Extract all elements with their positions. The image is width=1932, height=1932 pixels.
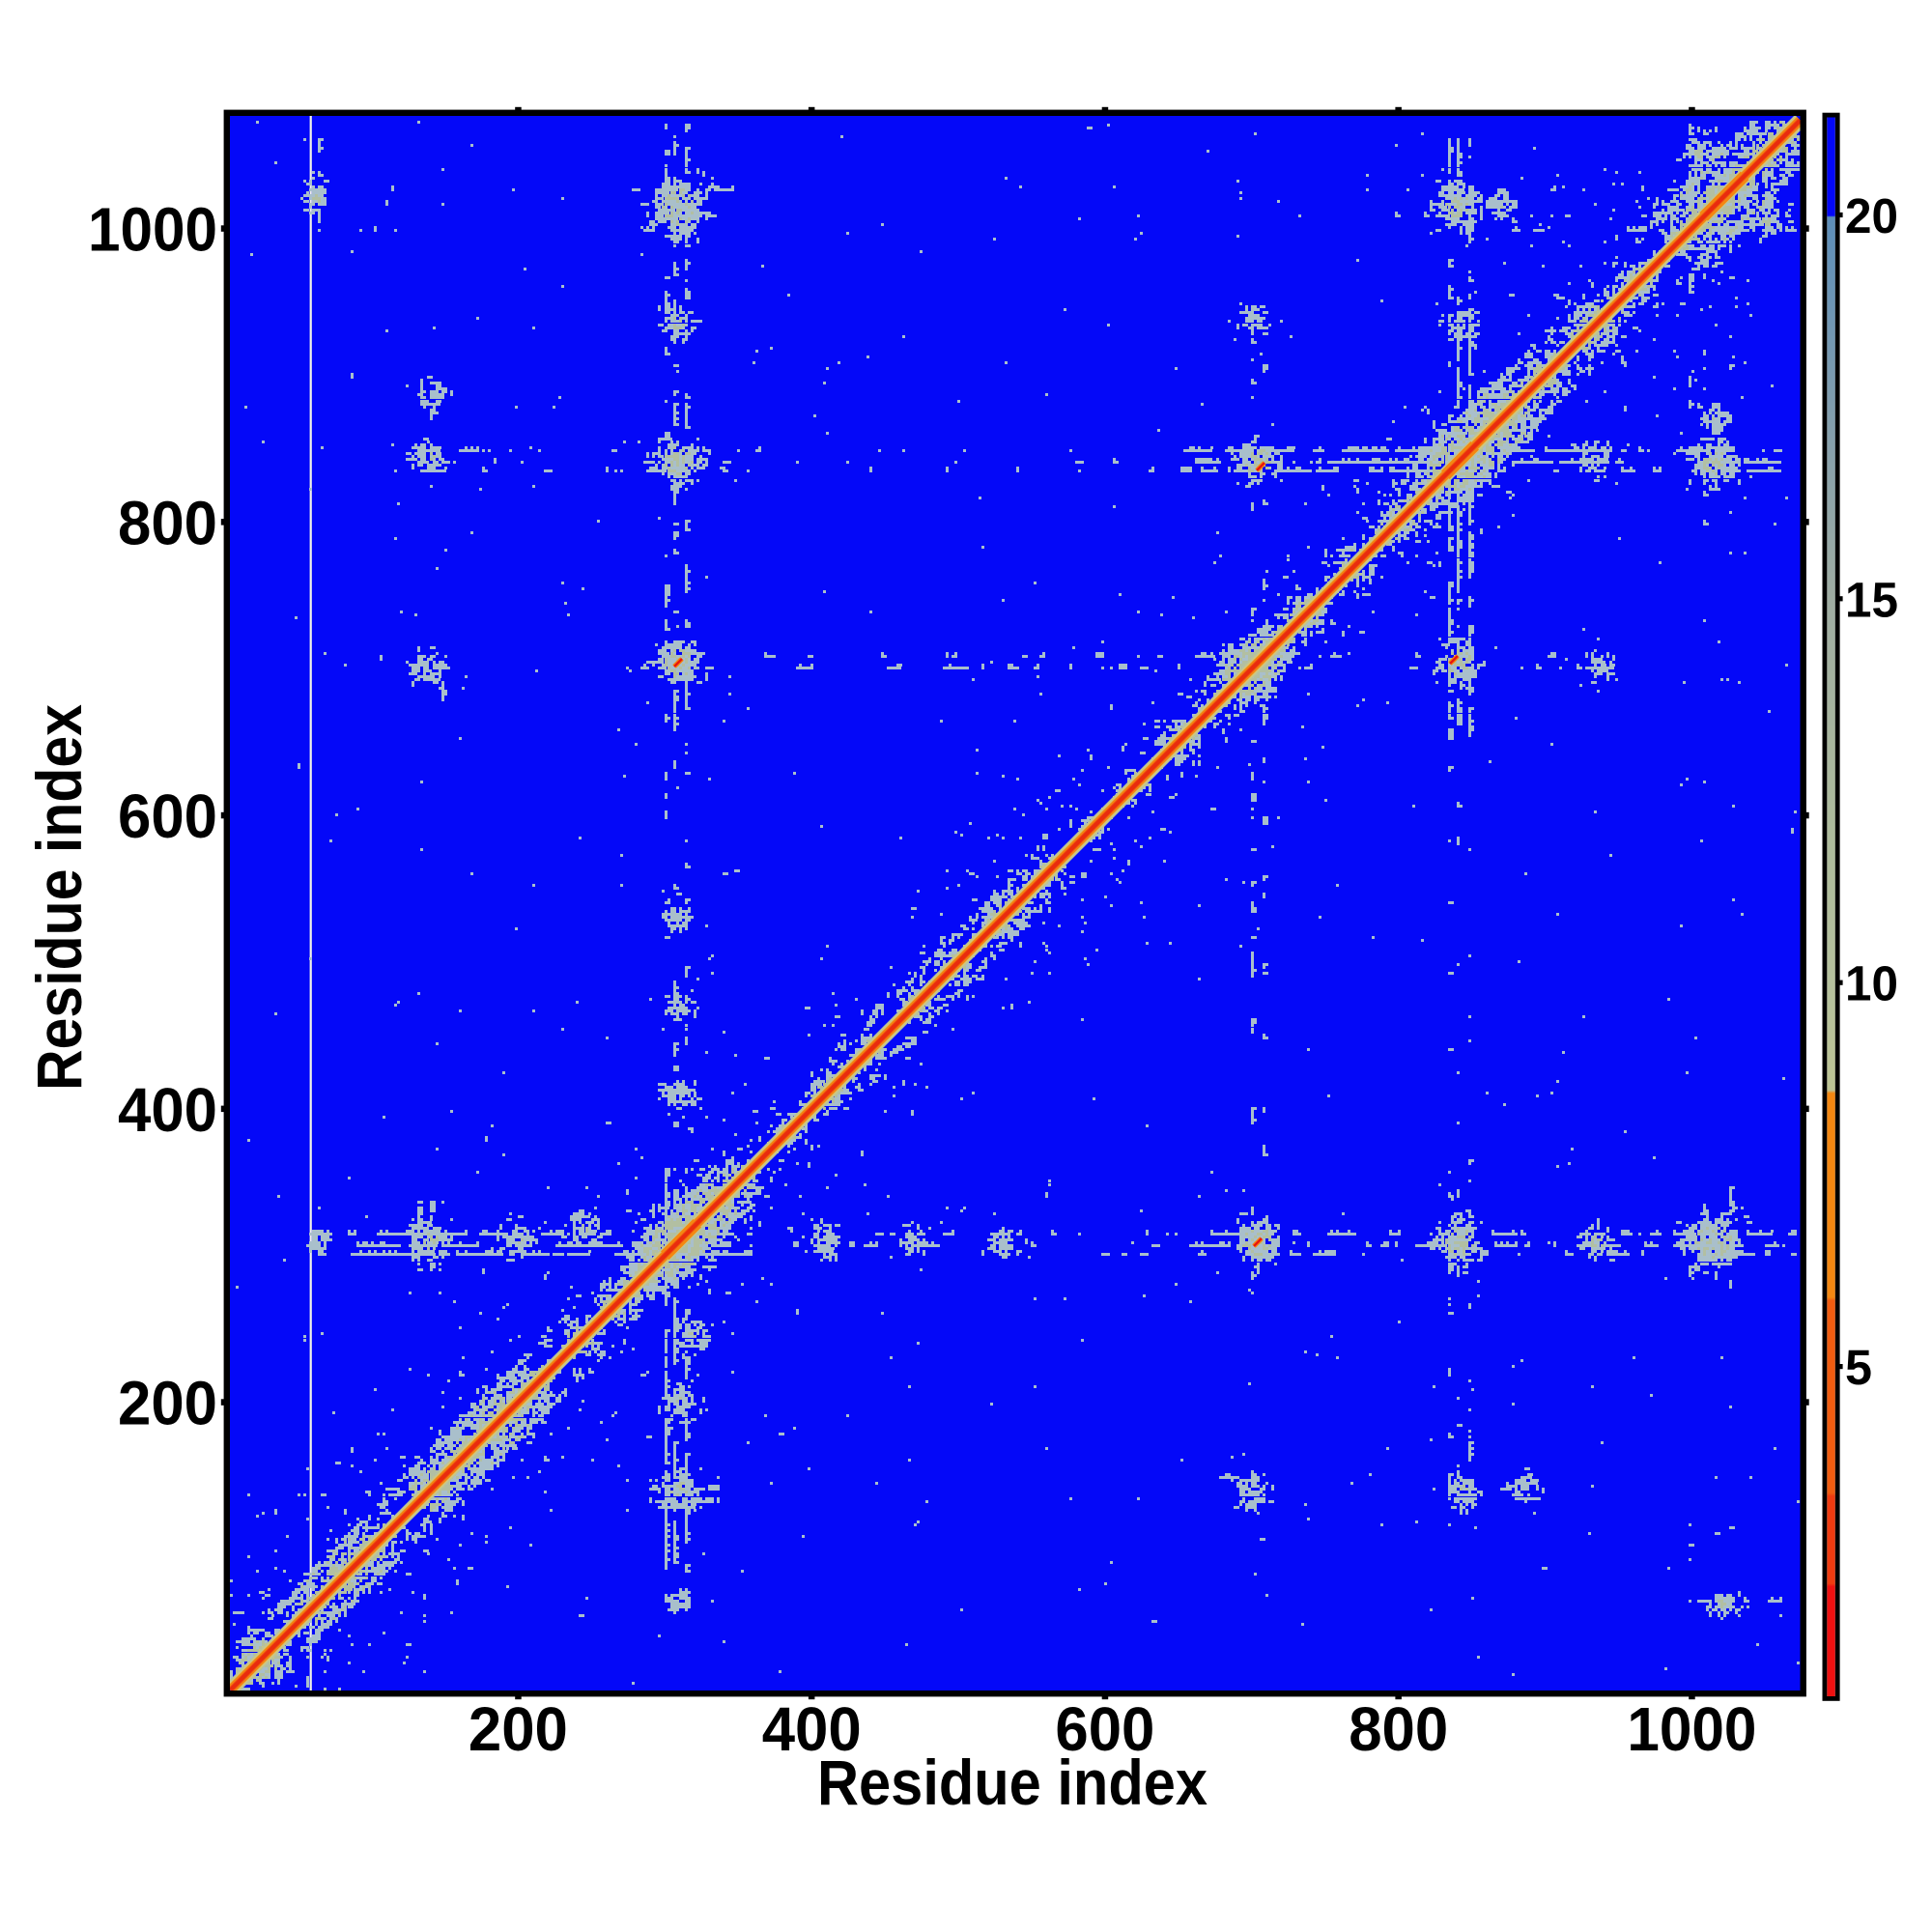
svg-text:1000: 1000 (88, 195, 217, 265)
svg-text:600: 600 (1055, 1694, 1154, 1764)
svg-text:200: 200 (118, 1369, 217, 1438)
svg-text:20: 20 (1845, 188, 1898, 243)
svg-text:5: 5 (1845, 1340, 1872, 1395)
svg-text:15: 15 (1845, 572, 1898, 627)
svg-text:800: 800 (118, 488, 217, 557)
svg-text:Residue index: Residue index (817, 1747, 1208, 1818)
svg-text:200: 200 (469, 1694, 568, 1764)
svg-text:800: 800 (1349, 1694, 1448, 1764)
svg-text:600: 600 (118, 781, 217, 851)
svg-text:10: 10 (1845, 956, 1898, 1011)
svg-text:Residue index: Residue index (23, 704, 95, 1091)
svg-text:1000: 1000 (1627, 1694, 1756, 1764)
svg-text:400: 400 (118, 1075, 217, 1145)
svg-text:400: 400 (762, 1694, 862, 1764)
